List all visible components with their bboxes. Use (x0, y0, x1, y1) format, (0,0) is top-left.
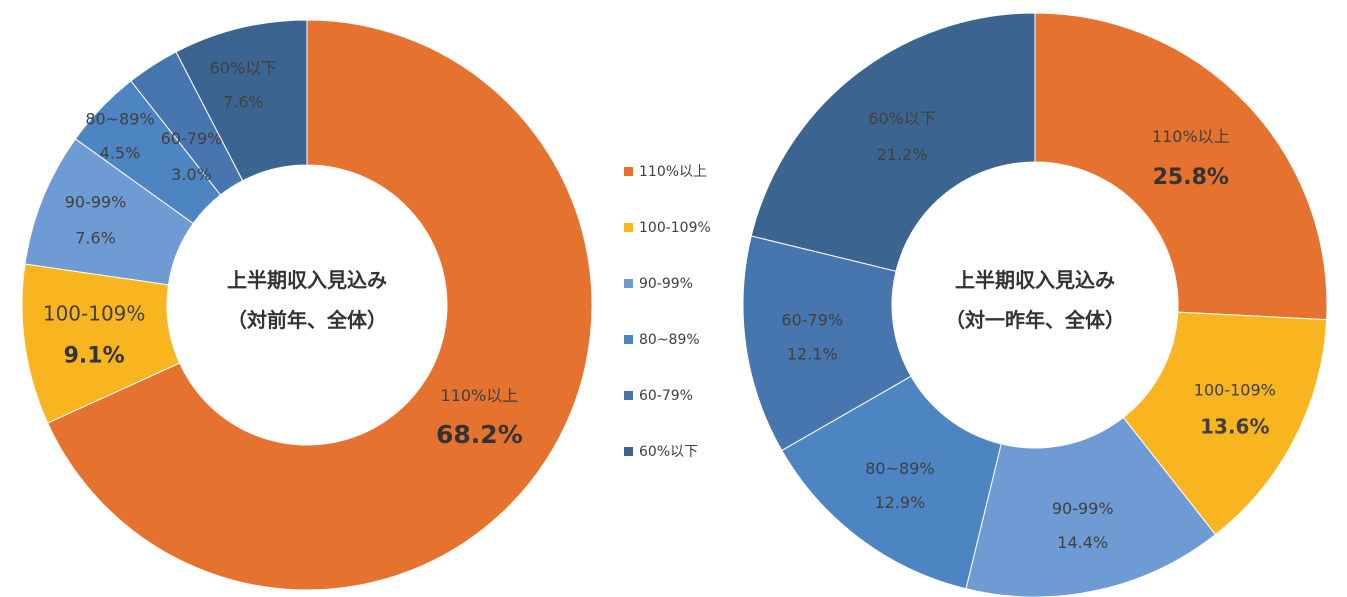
slice-label-80-89: 80~89% (85, 110, 154, 129)
slice-label-60-under: 60%以下 (868, 109, 936, 128)
slice-label-100-109: 100-109% (43, 301, 146, 325)
donut-chart-vs-two-years-ago: 110%以上 25.8% 100-109% 13.6% 90-99% 14.4% 80~89… (742, 12, 1328, 597)
slice-value-100-109: 13.6% (1200, 414, 1269, 438)
slice-label-90-99: 90-99% (1052, 499, 1114, 518)
donut-chart-vs-last-year: 110%以上 68.2% 100-109% 9.1% 90-99% 7.6% 80~89% 4… (21, 19, 593, 591)
slice-value-80-89: 4.5% (100, 144, 141, 163)
slice-value-60-79: 3.0% (171, 165, 212, 184)
legend-label-80-89: 80~89% (639, 332, 700, 348)
legend-swatch-90-99 (624, 279, 633, 288)
slice-60-under (175, 19, 308, 182)
slice-label-90-99: 90-99% (65, 193, 127, 212)
slice-value-60-79: 12.1% (787, 345, 838, 364)
slice-label-110-plus: 110%以上 (441, 386, 519, 405)
slice-100-109 (1122, 311, 1328, 536)
slice-label-60-79: 60-79% (161, 129, 223, 148)
slice-60-79 (742, 235, 912, 452)
center-subtitle: （対前年、全体） (227, 308, 387, 332)
legend-label-100-109: 100-109% (639, 220, 711, 236)
center-subtitle: （対一昨年、全体） (945, 308, 1125, 332)
slice-110-plus (46, 19, 593, 591)
slice-value-110-plus: 25.8% (1153, 165, 1229, 190)
legend-swatch-60-79 (624, 391, 633, 400)
slice-110-plus (1034, 12, 1328, 321)
slice-label-60-79: 60-79% (781, 311, 843, 330)
slice-value-100-109: 9.1% (64, 343, 125, 368)
center-title: 上半期収入見込み (227, 268, 387, 292)
legend-label-60-79: 60-79% (639, 388, 693, 404)
slice-80-89 (781, 375, 1002, 590)
slice-value-90-99: 7.6% (75, 229, 116, 248)
slice-value-60-under: 21.2% (877, 145, 928, 164)
legend-swatch-110-plus (624, 167, 633, 176)
slice-label-60-under: 60%以下 (210, 59, 278, 78)
legend-label-90-99: 90-99% (639, 276, 693, 292)
legend-label-60-under: 60%以下 (639, 444, 698, 460)
center-title: 上半期収入見込み (955, 268, 1115, 292)
legend: 110%以上 100-109% 90-99% 80~89% 60-79% 60%以下 (624, 164, 711, 460)
slice-label-100-109: 100-109% (1194, 380, 1276, 399)
slice-label-80-89: 80~89% (865, 459, 934, 478)
slice-value-110-plus: 68.2% (436, 420, 523, 449)
slice-90-99 (965, 416, 1217, 597)
legend-label-110-plus: 110%以上 (639, 164, 707, 180)
legend-swatch-80-89 (624, 335, 633, 344)
slice-value-90-99: 14.4% (1057, 533, 1108, 552)
slice-value-60-under: 7.6% (223, 93, 264, 112)
slice-value-80-89: 12.9% (874, 493, 925, 512)
legend-swatch-60-under (624, 447, 633, 456)
legend-swatch-100-109 (624, 223, 633, 232)
slice-label-110-plus: 110%以上 (1152, 127, 1230, 146)
slice-60-under (750, 12, 1036, 272)
